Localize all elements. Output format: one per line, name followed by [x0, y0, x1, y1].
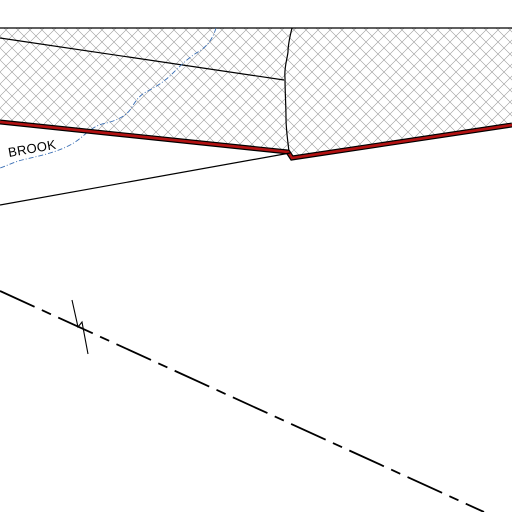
property-boundary — [0, 120, 512, 160]
brook-stream-line — [0, 27, 217, 169]
center-property-line — [284, 27, 293, 153]
right-of-way-line — [0, 290, 485, 512]
break-symbol — [71, 299, 89, 355]
lot-line-lower — [0, 152, 291, 206]
lot-line-upper — [0, 37, 285, 81]
hatched-area — [0, 28, 512, 158]
